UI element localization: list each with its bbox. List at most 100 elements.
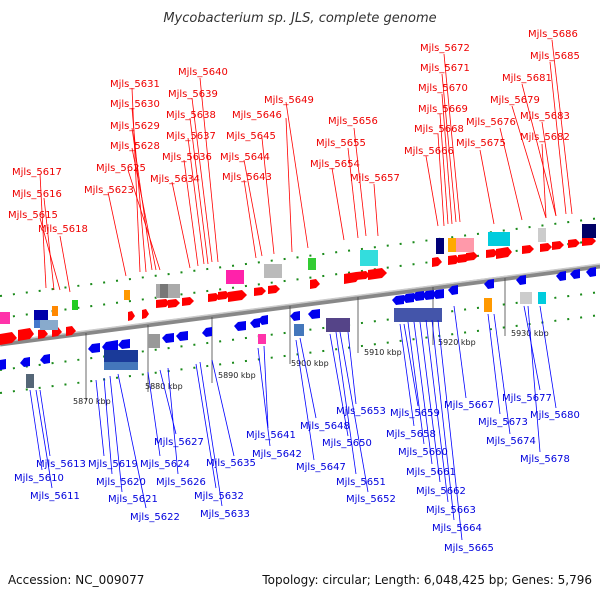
gene-label[interactable]: Mjls_5653 [336, 406, 386, 417]
connector-line [117, 373, 147, 509]
gene-label[interactable]: Mjls_5631 [110, 79, 160, 90]
gene-label[interactable]: Mjls_5663 [426, 505, 476, 516]
gene-label[interactable]: Mjls_5675 [456, 138, 506, 149]
gene-label[interactable]: Mjls_5622 [130, 512, 180, 523]
connector-line [103, 377, 113, 475]
gene-arrow [392, 295, 404, 305]
connector-line [331, 167, 345, 241]
gene-label[interactable]: Mjls_5650 [322, 438, 372, 449]
connector-line [413, 321, 433, 465]
gene-arrow [268, 285, 280, 294]
gene-label[interactable]: Mjls_5685 [530, 51, 580, 62]
gene-label[interactable]: Mjls_5668 [414, 124, 464, 135]
gene-label[interactable]: Mjls_5611 [30, 491, 80, 502]
gene-label[interactable]: Mjls_5654 [310, 159, 360, 170]
gene-label[interactable]: Mjls_5627 [154, 437, 204, 448]
gene-label[interactable]: Mjls_5676 [466, 117, 516, 128]
gene-label[interactable]: Mjls_5665 [444, 543, 494, 554]
gene-label[interactable]: Mjls_5666 [404, 146, 454, 157]
connector-line [329, 333, 349, 437]
gene-label[interactable]: Mjls_5620 [96, 477, 146, 488]
gene-label[interactable]: Mjls_5673 [478, 417, 528, 428]
gene-label[interactable]: Mjls_5661 [406, 467, 456, 478]
gene-label[interactable]: Mjls_5638 [166, 110, 216, 121]
gene-label[interactable]: Mjls_5652 [346, 494, 396, 505]
gene-label[interactable]: Mjls_5636 [162, 152, 212, 163]
gene-label[interactable]: Mjls_5637 [166, 131, 216, 142]
gene-label[interactable]: Mjls_5674 [486, 436, 536, 447]
gene-label[interactable]: Mjls_5647 [296, 462, 346, 473]
gene-label[interactable]: Mjls_5646 [232, 110, 282, 121]
gene-label[interactable]: Mjls_5655 [316, 138, 366, 149]
tick-label-5870: 5870 kbp [73, 397, 111, 406]
gene-label[interactable]: Mjls_5630 [110, 99, 160, 110]
gene-label[interactable]: Mjls_5660 [398, 447, 448, 458]
gene-label[interactable]: Mjls_5671 [420, 63, 470, 74]
gene-label[interactable]: Mjls_5613 [36, 459, 86, 470]
gene-label[interactable]: Mjls_5625 [96, 163, 146, 174]
gene-label[interactable]: Mjls_5633 [200, 509, 250, 520]
gene-label[interactable]: Mjls_5657 [350, 173, 400, 184]
gene-label[interactable]: Mjls_5617 [12, 167, 62, 178]
gene-label[interactable]: Mjls_5670 [418, 83, 468, 94]
gene-label[interactable]: Mjls_5667 [444, 400, 494, 411]
gene-label[interactable]: Mjls_5623 [84, 185, 134, 196]
gene-label[interactable]: Mjls_5678 [520, 454, 570, 465]
gene-label[interactable]: Mjls_5658 [386, 429, 436, 440]
top-connectors [39, 39, 573, 293]
gene-label[interactable]: Mjls_5616 [12, 189, 62, 200]
feature-box [538, 228, 546, 242]
gene-label[interactable]: Mjls_5643 [222, 172, 272, 183]
connector-line [521, 83, 557, 217]
gene-label[interactable]: Mjls_5644 [220, 152, 270, 163]
gene-label[interactable]: Mjls_5639 [168, 89, 218, 100]
gene-label[interactable]: Mjls_5682 [520, 132, 570, 143]
gene-label[interactable]: Mjls_5628 [110, 141, 160, 152]
connector-line [335, 331, 357, 475]
gene-label[interactable]: Mjls_5621 [108, 494, 158, 505]
connector-line [195, 363, 217, 489]
gene-label[interactable]: Mjls_5641 [246, 430, 296, 441]
gene-label[interactable]: Mjls_5649 [264, 95, 314, 106]
gene-label[interactable]: Mjls_5619 [88, 459, 138, 470]
gene-label[interactable]: Mjls_5629 [110, 121, 160, 132]
connector-line [539, 305, 557, 409]
gene-arrow [142, 309, 149, 319]
connector-line [407, 321, 425, 445]
feature-box [264, 264, 282, 278]
gene-label[interactable]: Mjls_5672 [420, 43, 470, 54]
gene-label[interactable]: Mjls_5651 [336, 477, 386, 488]
gene-label[interactable]: Mjls_5664 [432, 523, 482, 534]
feature-box [226, 270, 244, 284]
connector-line [479, 149, 495, 225]
gene-label[interactable]: Mjls_5656 [328, 116, 378, 127]
gene-label[interactable]: Mjls_5615 [8, 210, 58, 221]
gene-label[interactable]: Mjls_5642 [252, 449, 302, 460]
connector-line [399, 323, 415, 427]
gene-label[interactable]: Mjls_5681 [502, 73, 552, 84]
gene-label[interactable]: Mjls_5624 [140, 459, 190, 470]
gene-label[interactable]: Mjls_5648 [300, 421, 350, 432]
connector-line [107, 191, 127, 277]
gene-label[interactable]: Mjls_5640 [178, 67, 228, 78]
gene-label[interactable]: Mjls_5677 [502, 393, 552, 404]
gene-arrow [496, 247, 512, 259]
gene-label[interactable]: Mjls_5626 [156, 477, 206, 488]
gene-label[interactable]: Mjls_5610 [14, 473, 64, 484]
gene-label[interactable]: Mjls_5618 [38, 224, 88, 235]
gene-label[interactable]: Mjls_5634 [150, 174, 200, 185]
gene-label[interactable]: Mjls_5669 [418, 104, 468, 115]
gene-label[interactable]: Mjls_5679 [490, 95, 540, 106]
gene-label[interactable]: Mjls_5635 [206, 458, 256, 469]
gene-label[interactable]: Mjls_5659 [390, 408, 440, 419]
gene-label[interactable]: Mjls_5662 [416, 486, 466, 497]
gene-arrow [568, 239, 580, 248]
gene-label[interactable]: Mjls_5632 [194, 491, 244, 502]
connector-line [95, 379, 105, 457]
gene-arrow [20, 357, 30, 367]
gene-label[interactable]: Mjls_5686 [528, 29, 578, 40]
gene-label[interactable]: Mjls_5683 [520, 111, 570, 122]
feature-boxes [0, 224, 596, 388]
gene-label[interactable]: Mjls_5680 [530, 410, 580, 421]
gene-label[interactable]: Mjls_5645 [226, 131, 276, 142]
